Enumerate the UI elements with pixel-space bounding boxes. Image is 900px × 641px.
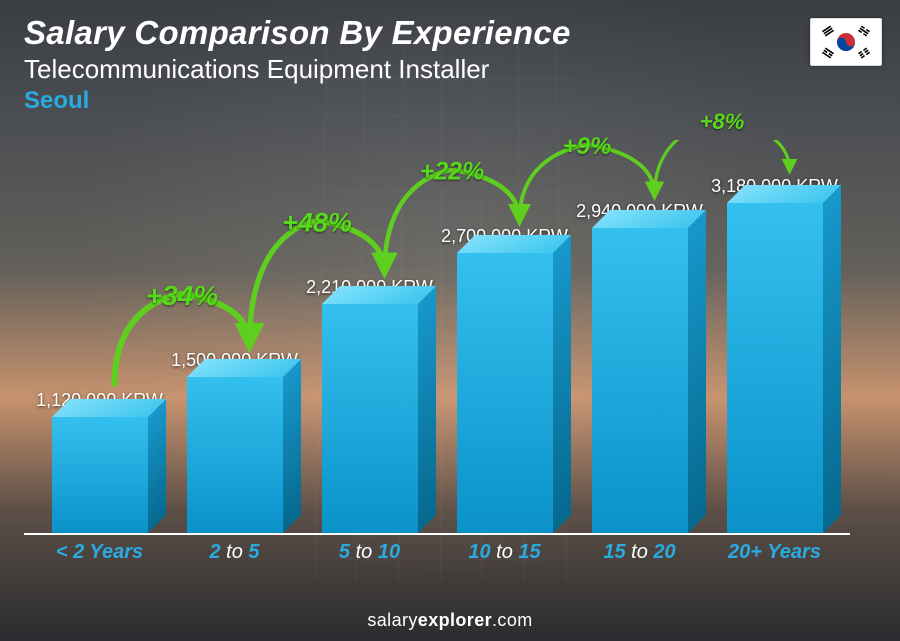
- x-axis-label: 2 to 5: [167, 541, 302, 569]
- bar-shape: [457, 253, 553, 533]
- header: Salary Comparison By Experience Telecomm…: [24, 14, 800, 115]
- bars-container: 1,120,000 KRW1,500,000 KRW2,210,000 KRW2…: [24, 140, 850, 533]
- chart-subtitle: Telecommunications Equipment Installer: [24, 54, 800, 85]
- growth-percent-label: +48%: [282, 208, 352, 239]
- bar-shape: [592, 228, 688, 533]
- x-axis-label: < 2 Years: [32, 541, 167, 569]
- bar-shape: [727, 203, 823, 533]
- bar-shape: [187, 377, 283, 533]
- chart-title: Salary Comparison By Experience: [24, 14, 800, 52]
- growth-percent-label: +9%: [563, 133, 612, 161]
- bar-5: 3,180,000 KRW: [707, 176, 842, 533]
- footer-prefix: salary: [367, 610, 417, 630]
- chart-location: Seoul: [24, 87, 800, 115]
- bar-1: 1,500,000 KRW: [167, 350, 302, 533]
- x-axis: < 2 Years2 to 55 to 1010 to 1515 to 2020…: [24, 533, 850, 569]
- infographic-stage: Salary Comparison By Experience Telecomm…: [0, 0, 900, 641]
- bar-0: 1,120,000 KRW: [32, 390, 167, 533]
- x-axis-label: 15 to 20: [572, 541, 707, 569]
- bar-shape: [322, 304, 418, 533]
- footer-attribution: salaryexplorer.com: [0, 610, 900, 631]
- growth-percent-label: +22%: [420, 158, 485, 187]
- bar-4: 2,940,000 KRW: [572, 201, 707, 533]
- footer-suffix: .com: [492, 610, 533, 630]
- footer-bold: explorer: [418, 610, 492, 630]
- x-axis-label: 20+ Years: [707, 541, 842, 569]
- bar-2: 2,210,000 KRW: [302, 277, 437, 533]
- growth-percent-label: +34%: [146, 280, 218, 312]
- bar-shape: [52, 417, 148, 533]
- x-axis-label: 5 to 10: [302, 541, 437, 569]
- growth-percent-label: +8%: [700, 109, 745, 135]
- bar-3: 2,700,000 KRW: [437, 226, 572, 533]
- bar-chart: 1,120,000 KRW1,500,000 KRW2,210,000 KRW2…: [24, 140, 850, 569]
- x-axis-label: 10 to 15: [437, 541, 572, 569]
- flag-south-korea-icon: [810, 18, 882, 66]
